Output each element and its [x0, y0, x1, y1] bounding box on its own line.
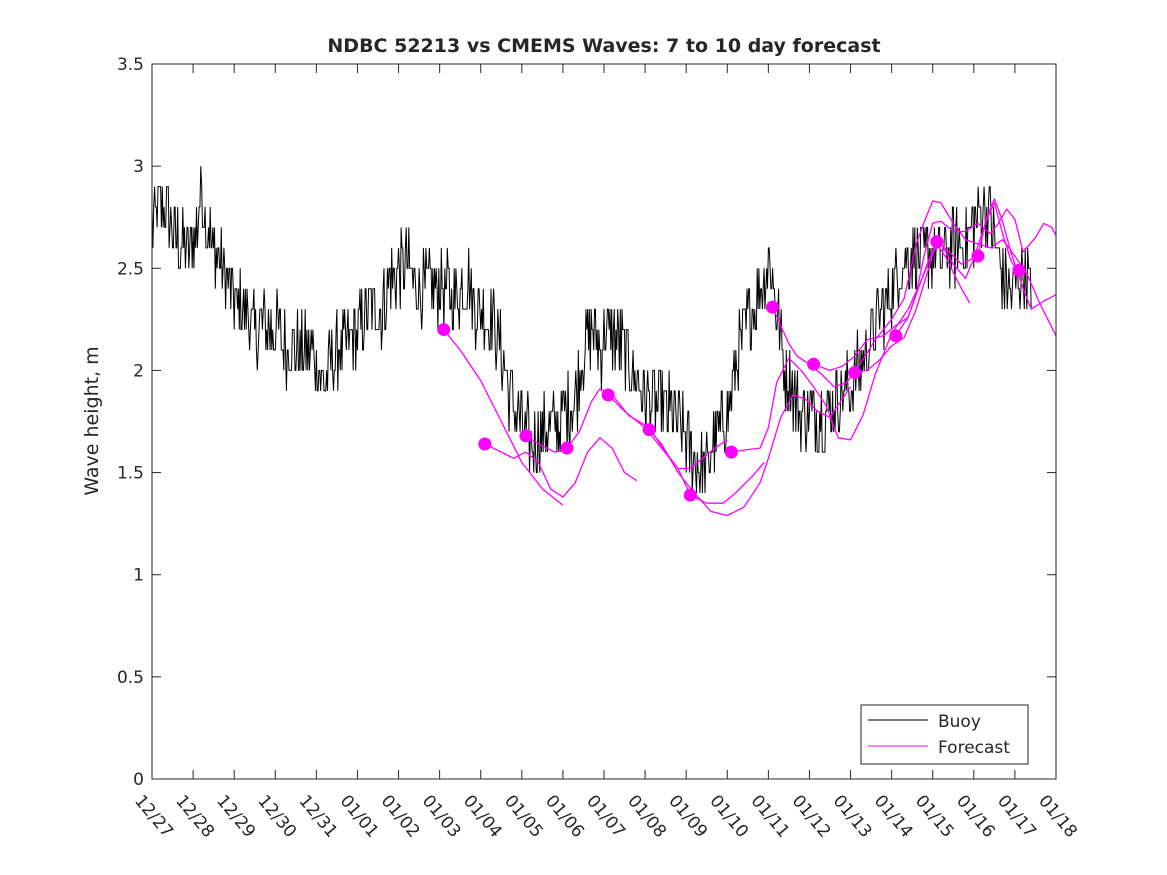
forecast-line	[443, 329, 564, 506]
forecast-marker	[765, 300, 779, 314]
forecast-line	[648, 386, 852, 517]
forecast-line	[854, 198, 1057, 374]
y-tick-label: 3	[133, 157, 144, 177]
forecast-marker	[642, 423, 656, 437]
y-tick-label: 2	[133, 361, 144, 381]
chart-title: NDBC 52213 vs CMEMS Waves: 7 to 10 day f…	[327, 35, 880, 57]
forecast-line	[484, 437, 638, 498]
forecast-marker	[601, 388, 615, 402]
forecast-marker	[683, 488, 697, 502]
y-tick-label: 3.5	[117, 55, 144, 75]
y-axis-label: Wave height, m	[81, 346, 103, 495]
forecast-marker	[1012, 263, 1026, 277]
legend: Buoy Forecast	[860, 704, 1029, 765]
y-tick-label: 0.5	[117, 668, 144, 688]
forecast-marker	[848, 365, 862, 379]
y-tick-label: 0	[133, 770, 144, 790]
forecast-markers	[437, 235, 1026, 502]
forecast-marker	[724, 445, 738, 459]
forecast-marker	[930, 235, 944, 249]
legend-buoy-label: Buoy	[938, 712, 981, 732]
legend-box	[860, 704, 1029, 765]
forecast-marker	[889, 329, 903, 343]
y-tick-label: 1	[133, 566, 144, 586]
buoy-series	[151, 166, 1032, 494]
legend-forecast-label: Forecast	[938, 738, 1010, 758]
buoy-line	[151, 166, 1032, 494]
y-tick-label: 2.5	[117, 259, 144, 279]
forecast-marker	[807, 357, 821, 371]
plot-area	[152, 64, 1056, 779]
forecast-marker	[971, 249, 985, 263]
forecast-marker	[437, 323, 451, 337]
forecast-line	[813, 208, 1057, 372]
y-tick-label: 1.5	[117, 464, 144, 484]
forecast-marker	[478, 437, 492, 451]
forecast-marker	[560, 441, 574, 455]
y-axis-ticks: 0 0.5 1 1.5 2 2.5 3 3.5	[117, 55, 1056, 790]
forecast-marker	[519, 429, 533, 443]
